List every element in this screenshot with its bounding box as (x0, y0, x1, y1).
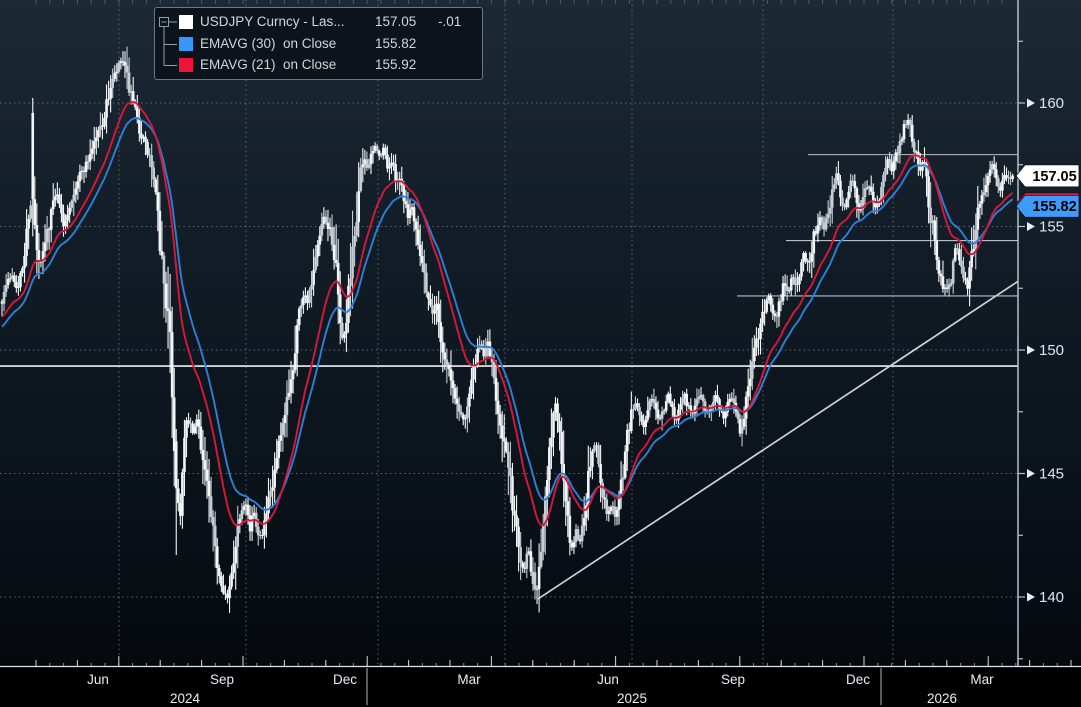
x-axis-year-label: 2024 (170, 691, 201, 706)
legend-row-emavg30[interactable]: EMAVG (30) on Close 155.82 (155, 36, 482, 52)
ema30-group (1, 117, 1014, 511)
legend-row-usdjpy[interactable]: USDJPY Curncy - Las... 157.05 -.01 (155, 14, 482, 30)
emavg30-swatch-icon (179, 37, 193, 51)
axis-arrow-icon (1027, 222, 1035, 231)
axis-arrow-icon (1027, 345, 1035, 355)
price-axis-label: 145 (1039, 466, 1064, 483)
ema30-price-tag: 155.82 (1015, 194, 1080, 218)
legend-row-emavg21[interactable]: EMAVG (21) on Close 155.92 (155, 57, 482, 73)
legend-series-name: EMAVG (21) on Close (200, 57, 337, 72)
price-axis-label: 155 (1039, 219, 1064, 236)
price-axis: 140 145 150 155 160 (1017, 0, 1064, 666)
legend-panel[interactable]: USDJPY Curncy - Las... 157.05 -.01 EMAVG… (154, 7, 483, 80)
x-axis-month-label: Dec (846, 672, 870, 687)
svg-text:157.05: 157.05 (1032, 169, 1076, 185)
usdjpy-swatch-icon (179, 15, 193, 29)
x-axis-month-label: Mar (457, 672, 481, 687)
x-axis-month-label: Sep (210, 672, 234, 687)
axis-arrow-icon (1027, 98, 1035, 108)
chart-background (0, 0, 1081, 667)
legend-series-value: 157.05 (375, 14, 417, 29)
x-axis-year-label: 2026 (927, 691, 957, 706)
legend-series-value: 155.92 (375, 57, 417, 72)
ema21-line (1, 101, 1014, 527)
legend-series-name: EMAVG (30) on Close (200, 36, 337, 51)
legend-tree-icon[interactable] (155, 8, 179, 72)
ema21-group (1, 101, 1014, 527)
svg-text:155.82: 155.82 (1032, 199, 1076, 215)
emavg21-swatch-icon (179, 58, 193, 72)
x-axis-month-label: Jun (597, 672, 619, 687)
x-axis-month-label: Dec (333, 672, 357, 687)
price-axis-label: 150 (1039, 342, 1064, 359)
top-minor-ticks (35, 0, 1003, 4)
trendline (537, 280, 1018, 600)
axis-arrow-icon (1027, 469, 1035, 478)
legend-series-name: USDJPY Curncy - Las... (200, 14, 345, 29)
time-axis: Jun Sep Dec Mar Jun Sep Dec Mar 2024 2025 2026 (0, 656, 1081, 706)
price-axis-label: 160 (1039, 95, 1064, 112)
ema30-line (1, 117, 1014, 511)
legend-series-change: -.01 (438, 14, 462, 29)
x-axis-month-label: Sep (721, 672, 745, 687)
axis-arrow-icon (1027, 592, 1035, 602)
last-price-tag: 157.05 (1015, 164, 1080, 188)
x-axis-month-label: Jun (87, 672, 109, 687)
x-axis-month-label: Mar (970, 672, 994, 687)
trendline-group (537, 280, 1018, 600)
legend-series-value: 155.82 (375, 36, 417, 51)
price-axis-label: 140 (1039, 589, 1064, 606)
x-axis-year-label: 2025 (617, 691, 647, 706)
time-axis-strip (0, 667, 1081, 707)
